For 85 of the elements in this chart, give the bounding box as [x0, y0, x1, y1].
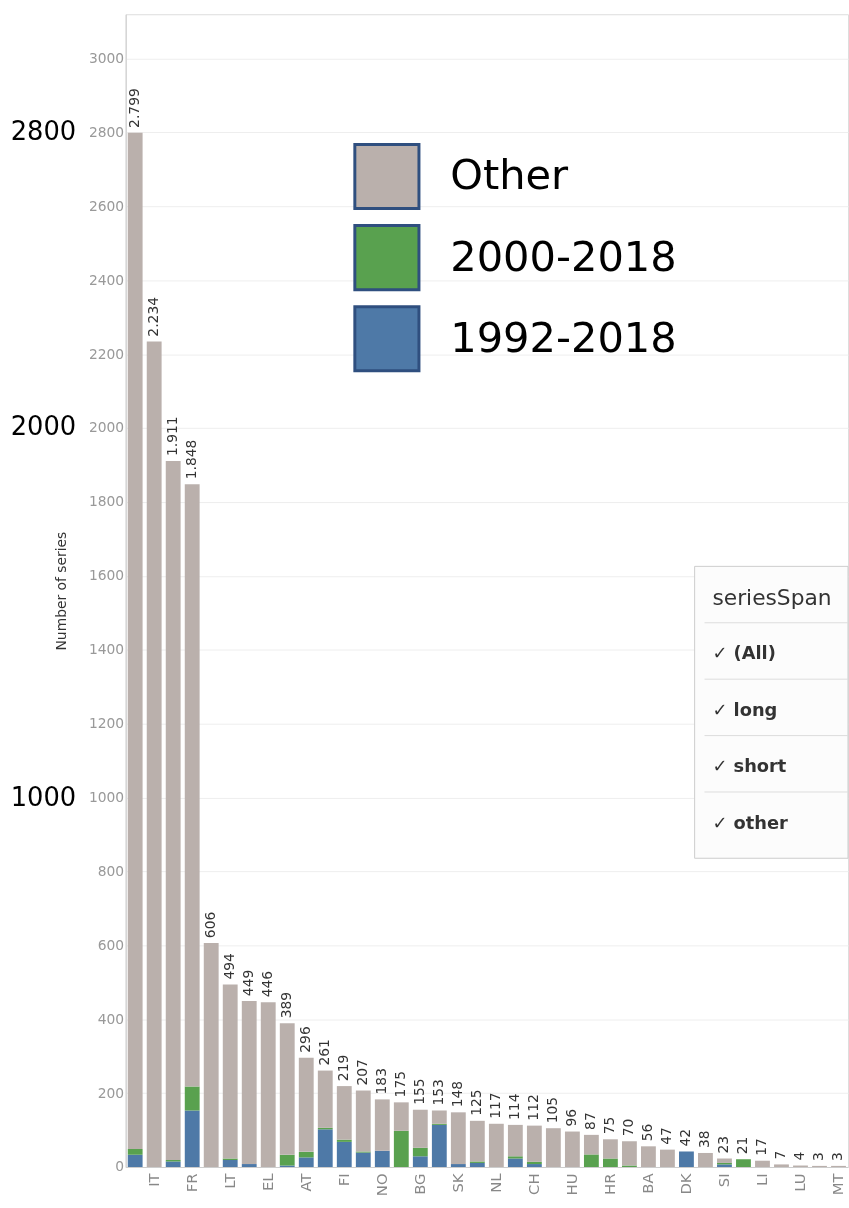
total-label: 38: [696, 1130, 713, 1149]
annotation: ✓ other: [712, 811, 789, 833]
x-tick-label: SK: [449, 1172, 467, 1193]
total-label: 183: [373, 1068, 390, 1095]
total-label: 261: [316, 1039, 333, 1066]
total-label: 2.234: [145, 296, 162, 337]
y-tick-label: 3000: [88, 50, 125, 67]
y-tick-label: 2800: [88, 123, 125, 140]
text: 1000: [10, 781, 77, 812]
total-label: 117: [487, 1092, 504, 1119]
total-label: 219: [335, 1054, 352, 1082]
total-label: 21: [734, 1136, 751, 1155]
text: 2000: [10, 410, 77, 441]
y-tick-label: 1800: [88, 493, 125, 510]
annotation: ✓ long: [712, 698, 778, 720]
y-tick-label: 2400: [88, 271, 125, 288]
text: 2800: [10, 115, 77, 146]
y-tick-label: 1400: [88, 641, 125, 658]
y-tick-label: 800: [97, 862, 125, 879]
total-label: 155: [411, 1078, 428, 1105]
total-label: 148: [449, 1080, 466, 1108]
y-tick-label: 1200: [88, 715, 125, 732]
total-label: 56: [639, 1123, 656, 1142]
annotation: ✓ short: [712, 755, 787, 777]
x-tick-label: EL: [259, 1172, 277, 1192]
total-label: 2.799: [126, 88, 143, 128]
annotation: ✓ (All): [712, 642, 776, 664]
x-tick-label: CH: [525, 1173, 543, 1195]
total-label: 114: [506, 1093, 523, 1120]
y-tick-label: 2600: [88, 197, 125, 214]
legend-label: 1992-2018: [450, 312, 677, 362]
y-tick-label: 600: [97, 936, 125, 953]
x-tick-label: BA: [639, 1172, 657, 1194]
total-label: 1.848: [183, 439, 200, 480]
x-tick-label: SI: [715, 1173, 733, 1188]
x-tick-label: LI: [753, 1173, 771, 1187]
x-tick-label: FI: [335, 1173, 353, 1187]
x-tick-label: LT: [221, 1172, 239, 1189]
total-label: 4: [791, 1151, 808, 1161]
total-label: 175: [392, 1070, 409, 1098]
total-label: 7: [772, 1150, 789, 1160]
total-label: 87: [582, 1112, 599, 1130]
total-label: 449: [240, 969, 257, 997]
total-label: 70: [620, 1118, 637, 1137]
total-label: 1.911: [164, 416, 181, 456]
y-tick-label: 400: [97, 1010, 125, 1027]
x-tick-label: HU: [563, 1173, 581, 1196]
total-label: 75: [601, 1116, 618, 1135]
y-axis-title: Number of series: [53, 531, 70, 651]
legend-label: Other: [450, 150, 570, 200]
y-tick-label: 1000: [88, 788, 125, 805]
x-tick-label: HR: [601, 1173, 619, 1195]
x-tick-label: DK: [677, 1172, 695, 1195]
total-label: 3: [810, 1152, 827, 1161]
x-tick-label: NL: [487, 1172, 505, 1193]
total-label: 47: [658, 1127, 675, 1145]
total-label: 23: [715, 1135, 732, 1154]
total-label: 42: [677, 1128, 694, 1147]
total-label: 153: [430, 1079, 447, 1106]
total-label: 296: [297, 1026, 314, 1053]
x-tick-label: IT: [145, 1172, 163, 1187]
y-tick-label: 200: [97, 1084, 125, 1101]
y-tick-label: 0: [115, 1158, 125, 1175]
total-label: 96: [563, 1108, 580, 1127]
annotation: seriesSpan: [712, 584, 832, 610]
total-label: 17: [753, 1138, 770, 1156]
total-label: 606: [202, 911, 219, 939]
total-label: 125: [468, 1089, 485, 1116]
total-label: 105: [544, 1096, 561, 1124]
legend-label: 2000-2018: [450, 231, 677, 281]
x-tick-label: NO: [373, 1173, 391, 1197]
total-label: 112: [525, 1094, 542, 1121]
y-tick-label: 2200: [88, 345, 125, 362]
x-tick-label: MT: [829, 1172, 847, 1196]
total-label: 3: [829, 1152, 846, 1161]
x-tick-label: AT: [297, 1172, 315, 1192]
total-label: 389: [278, 991, 295, 1019]
total-label: 494: [221, 952, 238, 980]
total-label: 207: [354, 1059, 371, 1086]
y-tick-label: 2000: [88, 419, 125, 436]
x-tick-label: FR: [183, 1173, 201, 1193]
y-tick-label: 1600: [88, 567, 125, 584]
x-tick-label: LU: [791, 1173, 809, 1192]
total-label: 446: [259, 970, 276, 998]
x-tick-label: BG: [411, 1173, 429, 1195]
